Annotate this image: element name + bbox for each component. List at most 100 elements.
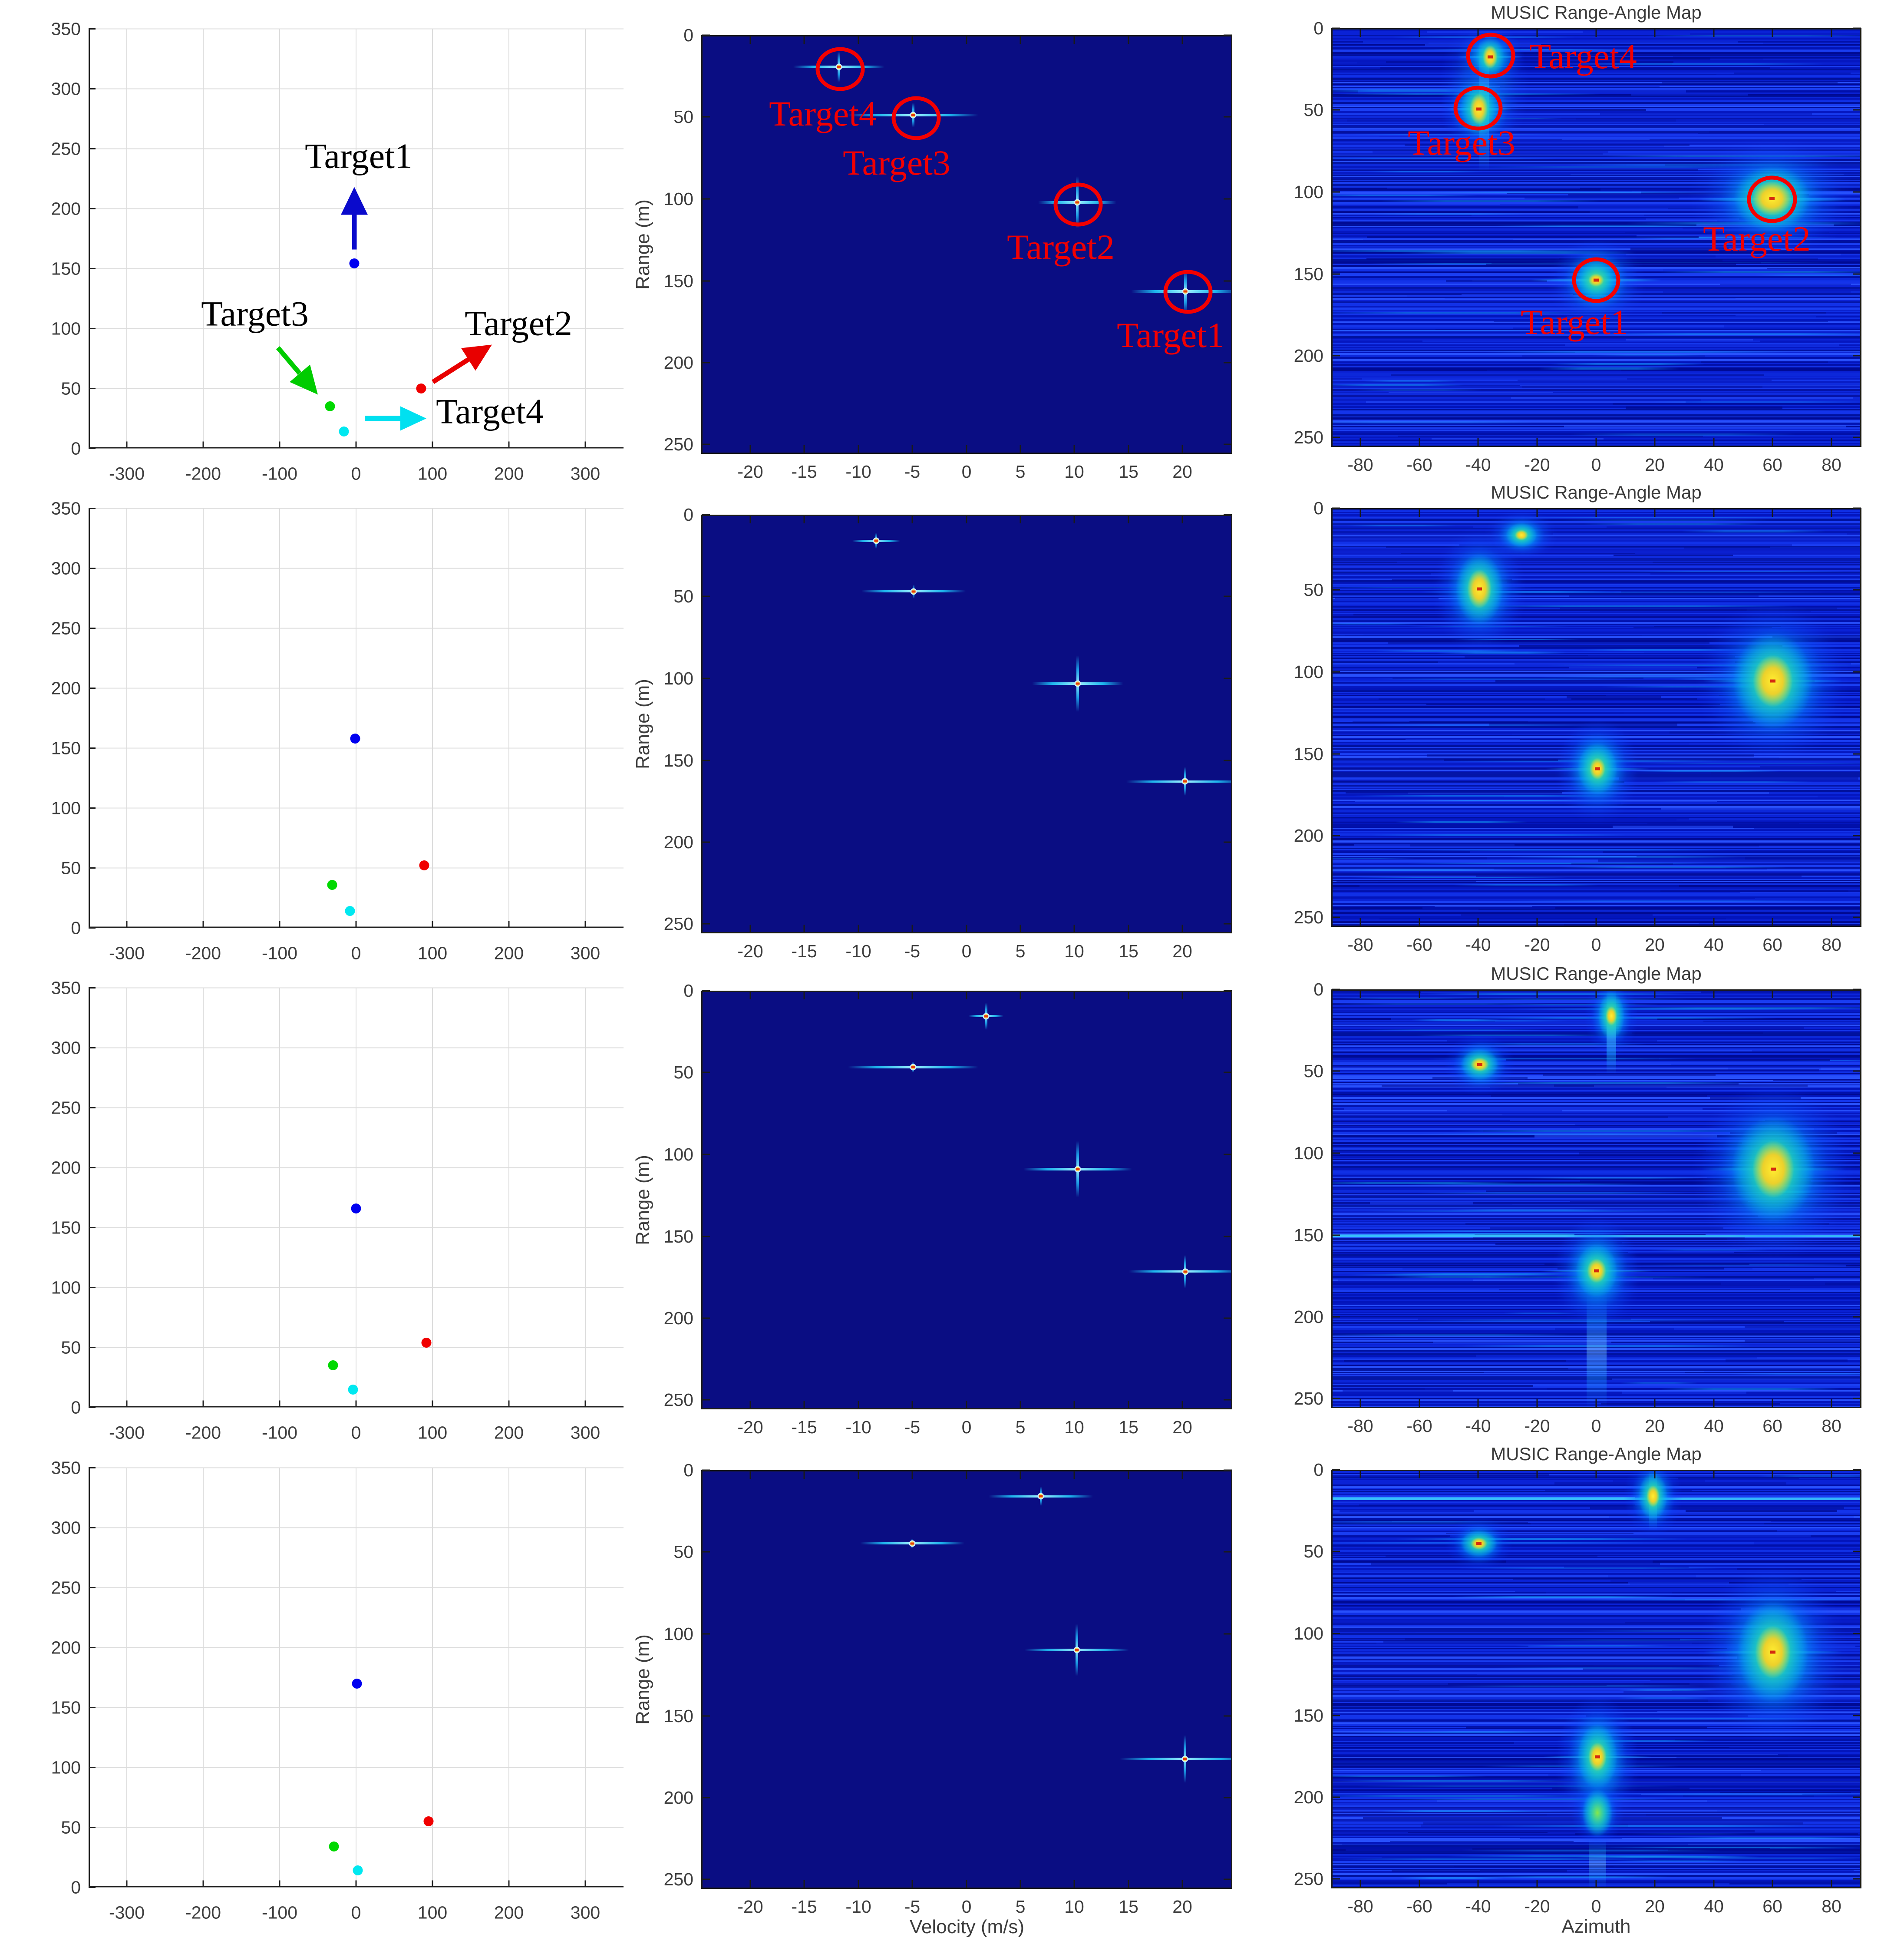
svg-text:60: 60 — [1762, 1896, 1782, 1916]
svg-text:200: 200 — [1294, 1307, 1323, 1327]
svg-text:0: 0 — [1591, 935, 1601, 955]
svg-text:300: 300 — [571, 943, 600, 963]
svg-text:100: 100 — [418, 464, 447, 484]
svg-text:5: 5 — [1016, 462, 1026, 482]
svg-text:100: 100 — [51, 319, 81, 339]
svg-text:200: 200 — [664, 1788, 693, 1808]
svg-text:20: 20 — [1645, 935, 1665, 955]
svg-text:0: 0 — [1591, 1416, 1601, 1436]
svg-text:100: 100 — [418, 943, 447, 963]
svg-text:15: 15 — [1119, 1897, 1138, 1917]
svg-text:100: 100 — [664, 668, 693, 688]
svg-text:50: 50 — [673, 107, 693, 127]
svg-text:300: 300 — [51, 79, 81, 99]
svg-text:60: 60 — [1762, 935, 1782, 955]
svg-text:0: 0 — [1313, 18, 1323, 38]
svg-text:200: 200 — [664, 832, 693, 852]
svg-text:250: 250 — [1294, 427, 1323, 447]
svg-text:200: 200 — [51, 1638, 81, 1658]
svg-text:-100: -100 — [262, 1903, 297, 1923]
svg-text:150: 150 — [1294, 1706, 1323, 1726]
svg-text:40: 40 — [1704, 1896, 1724, 1916]
svg-text:100: 100 — [418, 1423, 447, 1443]
svg-text:100: 100 — [1294, 1623, 1323, 1643]
svg-text:250: 250 — [1294, 1389, 1323, 1408]
svg-text:200: 200 — [1294, 346, 1323, 366]
svg-text:20: 20 — [1172, 941, 1192, 961]
svg-text:0: 0 — [71, 1878, 81, 1898]
svg-text:-5: -5 — [904, 1417, 920, 1437]
svg-text:50: 50 — [1303, 1541, 1323, 1561]
svg-text:Range (m): Range (m) — [632, 679, 653, 769]
svg-text:100: 100 — [664, 1624, 693, 1644]
svg-text:200: 200 — [51, 1158, 81, 1178]
svg-text:-10: -10 — [845, 1897, 871, 1917]
svg-text:Range (m): Range (m) — [632, 1634, 653, 1725]
svg-text:200: 200 — [664, 1308, 693, 1328]
svg-text:Target4: Target4 — [436, 392, 544, 431]
svg-text:0: 0 — [683, 981, 693, 1001]
svg-text:150: 150 — [1294, 264, 1323, 284]
svg-text:-300: -300 — [109, 464, 145, 484]
svg-text:0: 0 — [683, 505, 693, 525]
svg-text:40: 40 — [1704, 935, 1724, 955]
svg-text:250: 250 — [51, 618, 81, 638]
svg-text:0: 0 — [1313, 498, 1323, 518]
svg-text:15: 15 — [1119, 941, 1138, 961]
svg-text:10: 10 — [1064, 941, 1084, 961]
svg-text:Target1: Target1 — [1521, 302, 1628, 342]
svg-text:-20: -20 — [1524, 1416, 1550, 1436]
svg-text:200: 200 — [494, 943, 524, 963]
svg-text:10: 10 — [1064, 1417, 1084, 1437]
svg-text:50: 50 — [1303, 100, 1323, 120]
svg-text:-15: -15 — [791, 941, 817, 961]
svg-text:MUSIC Range-Angle Map: MUSIC Range-Angle Map — [1491, 482, 1702, 503]
svg-text:Target3: Target3 — [201, 294, 309, 334]
svg-text:-20: -20 — [737, 1417, 763, 1437]
svg-text:300: 300 — [571, 1903, 600, 1923]
svg-text:0: 0 — [962, 1897, 972, 1917]
svg-text:300: 300 — [571, 1423, 600, 1443]
svg-text:200: 200 — [1294, 826, 1323, 846]
svg-text:Target2: Target2 — [1703, 219, 1811, 258]
svg-text:-80: -80 — [1347, 1896, 1373, 1916]
svg-text:250: 250 — [1294, 907, 1323, 927]
svg-text:150: 150 — [664, 1706, 693, 1726]
svg-text:0: 0 — [71, 918, 81, 938]
svg-text:Target1: Target1 — [305, 136, 412, 176]
svg-text:-200: -200 — [185, 464, 221, 484]
svg-text:-20: -20 — [737, 1897, 763, 1917]
svg-text:0: 0 — [962, 941, 972, 961]
svg-text:Velocity (m/s): Velocity (m/s) — [910, 1916, 1024, 1937]
svg-text:200: 200 — [51, 678, 81, 698]
svg-text:0: 0 — [962, 462, 972, 482]
svg-text:0: 0 — [1313, 1460, 1323, 1480]
svg-text:0: 0 — [71, 439, 81, 459]
svg-text:100: 100 — [51, 798, 81, 818]
svg-text:-200: -200 — [185, 943, 221, 963]
svg-text:250: 250 — [1294, 1869, 1323, 1889]
svg-text:200: 200 — [1294, 1787, 1323, 1807]
svg-text:-15: -15 — [791, 462, 817, 482]
svg-text:100: 100 — [1294, 182, 1323, 202]
svg-text:100: 100 — [51, 1758, 81, 1778]
svg-text:0: 0 — [1313, 979, 1323, 999]
svg-text:-5: -5 — [904, 941, 920, 961]
svg-text:50: 50 — [673, 1542, 693, 1562]
svg-text:Target2: Target2 — [465, 304, 572, 343]
svg-text:50: 50 — [61, 1338, 81, 1358]
svg-text:0: 0 — [1591, 455, 1601, 475]
svg-text:-10: -10 — [845, 462, 871, 482]
svg-text:-100: -100 — [262, 943, 297, 963]
svg-text:20: 20 — [1172, 1417, 1192, 1437]
svg-text:50: 50 — [61, 858, 81, 878]
svg-text:80: 80 — [1822, 1416, 1841, 1436]
svg-text:100: 100 — [1294, 1143, 1323, 1163]
svg-text:150: 150 — [664, 1227, 693, 1246]
svg-text:150: 150 — [1294, 744, 1323, 764]
svg-text:300: 300 — [51, 1038, 81, 1058]
svg-text:350: 350 — [51, 499, 81, 519]
svg-text:0: 0 — [962, 1417, 972, 1437]
svg-text:0: 0 — [1591, 1896, 1601, 1916]
svg-text:-100: -100 — [262, 1423, 297, 1443]
